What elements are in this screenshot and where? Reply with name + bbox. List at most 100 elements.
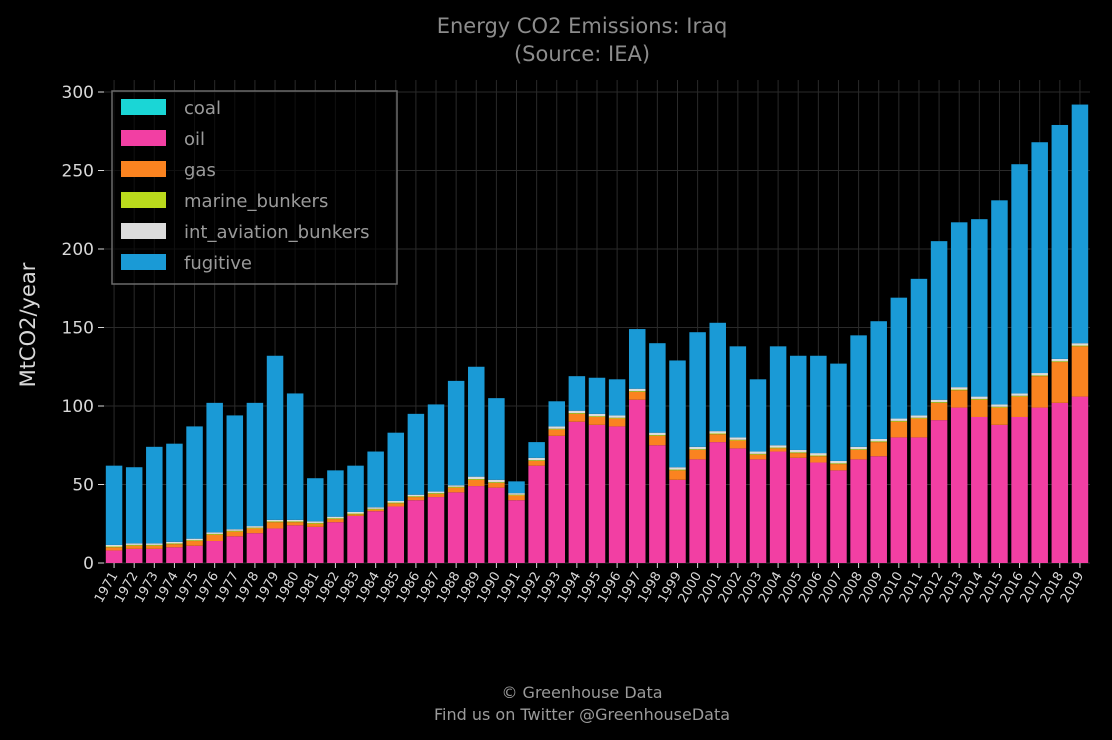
y-tick-label: 300 — [62, 83, 94, 103]
bar-gas-1998 — [649, 435, 666, 446]
bar-oil-1987 — [427, 497, 445, 563]
legend-swatch-oil — [121, 130, 166, 146]
bar-marine_bunkers-1994 — [568, 413, 586, 414]
bar-gas-2010 — [890, 421, 908, 438]
bar-fugitive-1972 — [125, 467, 143, 544]
bar-marine_bunkers-1987 — [427, 493, 445, 494]
bar-oil-1996 — [608, 426, 626, 563]
bar-marine_bunkers-1991 — [508, 494, 525, 496]
bar-gas-1991 — [508, 495, 525, 501]
bar-fugitive-2006 — [810, 355, 827, 454]
legend-label-coal: coal — [184, 98, 221, 119]
bar-oil-1997 — [628, 399, 646, 563]
bar-oil-1991 — [508, 500, 525, 563]
bar-fugitive-2018 — [1051, 124, 1069, 359]
bar-marine_bunkers-2006 — [810, 455, 827, 457]
bar-int_aviation_bunkers-1998 — [649, 432, 666, 436]
bar-oil-1990 — [488, 487, 505, 563]
bar-int_aviation_bunkers-1982 — [327, 516, 344, 519]
bar-oil-2008 — [850, 459, 867, 563]
bar-oil-2019 — [1071, 396, 1089, 563]
bar-int_aviation_bunkers-2007 — [830, 460, 847, 464]
bar-marine_bunkers-1976 — [206, 533, 223, 535]
bar-int_aviation_bunkers-1991 — [508, 493, 525, 495]
bar-int_aviation_bunkers-2017 — [1031, 373, 1048, 376]
bar-marine_bunkers-2001 — [709, 433, 726, 435]
bar-marine_bunkers-1992 — [528, 460, 545, 461]
bar-fugitive-1993 — [548, 401, 566, 427]
y-axis-ticks: 0 50 100 150 200 250 300 — [62, 83, 104, 574]
legend: coal oil gas marine_bunkers int_aviation_bun… — [111, 90, 398, 285]
bar-fugitive-2017 — [1031, 142, 1048, 374]
bar-oil-1983 — [347, 515, 364, 563]
bar-oil-1993 — [548, 435, 566, 563]
bar-oil-1972 — [125, 548, 143, 563]
bar-marine_bunkers-2019 — [1071, 345, 1089, 347]
bar-marine_bunkers-1975 — [186, 540, 203, 542]
bar-oil-1986 — [407, 500, 425, 563]
bar-gas-2005 — [789, 453, 807, 458]
bar-fugitive-2011 — [910, 278, 928, 416]
chart-subtitle: (Source: IEA) — [514, 42, 650, 66]
bar-int_aviation_bunkers-1985 — [387, 500, 405, 503]
bar-marine_bunkers-1986 — [407, 496, 425, 498]
bar-oil-1988 — [447, 492, 465, 563]
bar-oil-1980 — [286, 525, 304, 563]
y-tick-label: 0 — [83, 554, 94, 574]
bar-int_aviation_bunkers-2019 — [1071, 343, 1089, 346]
bar-fugitive-1992 — [528, 442, 545, 458]
bar-gas-1979 — [266, 522, 284, 529]
bar-gas-1993 — [548, 429, 566, 436]
y-tick-label: 100 — [62, 397, 94, 417]
bar-int_aviation_bunkers-1999 — [669, 467, 686, 470]
bar-oil-1971 — [105, 550, 123, 563]
bar-gas-2000 — [689, 449, 706, 460]
bar-oil-2009 — [870, 456, 887, 563]
bar-int_aviation_bunkers-1976 — [206, 532, 223, 534]
bar-marine_bunkers-2003 — [749, 453, 767, 455]
bar-gas-2018 — [1051, 362, 1069, 403]
legend-swatch-marine_bunkers — [121, 192, 166, 208]
bar-int_aviation_bunkers-1977 — [226, 529, 244, 531]
bar-fugitive-1985 — [387, 432, 405, 501]
bar-int_aviation_bunkers-1978 — [246, 526, 264, 528]
bar-int_aviation_bunkers-2014 — [971, 396, 988, 399]
bar-fugitive-1980 — [286, 393, 304, 520]
bar-int_aviation_bunkers-2018 — [1051, 358, 1069, 362]
bar-fugitive-2019 — [1071, 104, 1089, 344]
bar-oil-2017 — [1031, 407, 1048, 563]
bar-marine_bunkers-2010 — [890, 420, 908, 422]
bar-fugitive-1973 — [146, 446, 163, 544]
bar-marine_bunkers-2015 — [991, 406, 1008, 408]
bar-gas-1996 — [608, 418, 626, 427]
bar-fugitive-1983 — [347, 465, 364, 512]
bar-int_aviation_bunkers-2013 — [950, 387, 968, 390]
bar-marine_bunkers-1990 — [488, 482, 505, 483]
bar-gas-2016 — [1011, 396, 1028, 417]
footer-twitter: Find us on Twitter @GreenhouseData — [434, 705, 730, 724]
bar-int_aviation_bunkers-2005 — [789, 449, 807, 453]
bar-int_aviation_bunkers-1994 — [568, 410, 586, 414]
bar-oil-2001 — [709, 442, 726, 563]
bar-int_aviation_bunkers-1973 — [146, 543, 163, 545]
bar-gas-2009 — [870, 442, 887, 457]
bar-int_aviation_bunkers-2002 — [729, 437, 747, 440]
legend-swatch-int_aviation_bunkers — [121, 223, 166, 239]
bar-int_aviation_bunkers-1992 — [528, 457, 545, 461]
bar-fugitive-2009 — [870, 321, 887, 439]
bar-fugitive-1984 — [367, 451, 384, 508]
bar-marine_bunkers-1988 — [447, 486, 465, 488]
y-axis-label: MtCO2/year — [16, 262, 40, 387]
bar-int_aviation_bunkers-1993 — [548, 426, 566, 429]
bar-gas-2006 — [810, 456, 827, 463]
bar-gas-2002 — [729, 440, 747, 449]
bar-int_aviation_bunkers-1986 — [407, 494, 425, 497]
bar-int_aviation_bunkers-2000 — [689, 446, 706, 450]
bar-oil-1978 — [246, 533, 264, 563]
bar-gas-1989 — [468, 479, 485, 487]
bar-gas-1988 — [447, 487, 465, 493]
bar-marine_bunkers-1980 — [286, 521, 304, 523]
bar-marine_bunkers-2018 — [1051, 361, 1069, 363]
bar-marine_bunkers-1971 — [105, 546, 123, 548]
bar-int_aviation_bunkers-2001 — [709, 431, 726, 434]
